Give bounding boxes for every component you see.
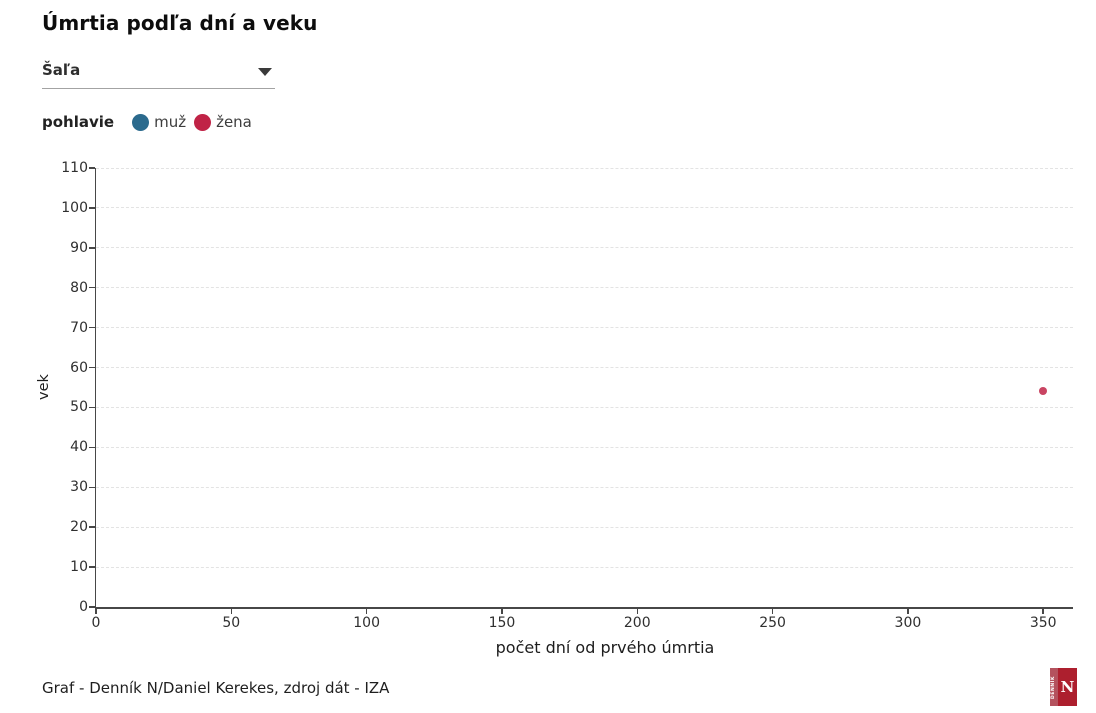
chevron-down-icon: [258, 68, 272, 76]
x-tick-0: [95, 608, 97, 614]
x-tick-150: [501, 608, 503, 614]
credit-line: Graf - Denník N/Daniel Kerekes, zdroj dá…: [42, 679, 390, 697]
x-tick-200: [636, 608, 639, 614]
x-tick-label-250: 250: [759, 615, 786, 631]
y-tick-110: [88, 167, 95, 169]
x-tick-100: [365, 608, 368, 614]
y-tick-20: [88, 526, 95, 528]
legend-label-zena: žena: [216, 113, 252, 131]
legend-label-muz: muž: [154, 113, 187, 131]
y-tick-label-10: 10: [70, 559, 88, 576]
x-axis-line: [94, 607, 1073, 609]
y-tick-label-90: 90: [70, 239, 88, 256]
y-tick-label-20: 20: [70, 519, 88, 536]
region-dropdown[interactable]: Šaľa: [42, 56, 275, 89]
legend-dot-muz-icon: [132, 113, 150, 131]
y-tick-label-100: 100: [61, 199, 88, 216]
gridline-y-100: [96, 207, 1073, 209]
x-tick-label-50: 50: [222, 615, 241, 631]
dennikn-logo: DENNÍK N: [1050, 668, 1077, 706]
gridline-y-80: [96, 287, 1073, 289]
region-dropdown-value: Šaľa: [42, 61, 81, 79]
y-tick-50: [88, 406, 95, 409]
x-tick-50: [230, 608, 233, 614]
gridline-y-60: [96, 367, 1073, 369]
gridline-y-20: [96, 526, 1073, 528]
y-tick-label-30: 30: [70, 479, 88, 496]
y-tick-label-70: 70: [70, 319, 88, 336]
y-tick-40: [88, 446, 95, 449]
y-tick-label-80: 80: [70, 279, 88, 296]
x-tick-label-300: 300: [894, 615, 922, 631]
y-axis-title: vek: [36, 374, 52, 400]
y-tick-label-0: 0: [79, 599, 88, 615]
legend: pohlavie muž žena: [42, 112, 260, 132]
x-tick-300: [907, 608, 909, 614]
x-tick-label-350: 350: [1029, 615, 1057, 631]
y-tick-label-110: 110: [61, 160, 88, 176]
y-tick-30: [88, 486, 95, 489]
dennikn-logo-n-icon: N: [1058, 668, 1077, 706]
gridline-y-70: [96, 327, 1073, 329]
y-tick-label-60: 60: [70, 359, 88, 376]
x-tick-label-0: 0: [91, 615, 101, 631]
legend-dot-zena-icon: [194, 113, 212, 131]
y-tick-label-40: 40: [70, 439, 88, 456]
y-tick-label-50: 50: [70, 399, 88, 416]
gridline-y-10: [96, 566, 1073, 568]
y-tick-70: [88, 326, 95, 329]
y-tick-90: [88, 247, 95, 249]
x-axis-title: počet dní od prvého úmrtia: [495, 638, 715, 657]
x-tick-350: [1042, 608, 1044, 614]
y-tick-0: [88, 606, 95, 608]
y-tick-80: [88, 286, 95, 289]
y-tick-100: [88, 207, 95, 209]
legend-item-zena[interactable]: žena: [194, 113, 252, 131]
data-point-žena[interactable]: [1039, 387, 1048, 396]
y-tick-60: [88, 366, 95, 369]
y-axis-line: [94, 168, 96, 607]
x-tick-250: [771, 608, 774, 614]
gridline-y-40: [96, 446, 1073, 448]
page-title: Úmrtia podľa dní a veku: [42, 11, 318, 35]
legend-title: pohlavie: [42, 113, 115, 131]
y-tick-10: [88, 566, 95, 568]
x-tick-label-150: 150: [488, 615, 516, 631]
gridline-y-50: [96, 406, 1073, 408]
x-tick-label-200: 200: [623, 615, 651, 631]
gridline-y-30: [96, 486, 1073, 488]
legend-item-muz[interactable]: muž: [132, 113, 186, 131]
dennikn-logo-wordmark: DENNÍK: [1050, 668, 1058, 706]
x-tick-label-100: 100: [353, 615, 380, 631]
gridline-y-110: [96, 167, 1073, 169]
gridline-y-90: [96, 247, 1073, 249]
